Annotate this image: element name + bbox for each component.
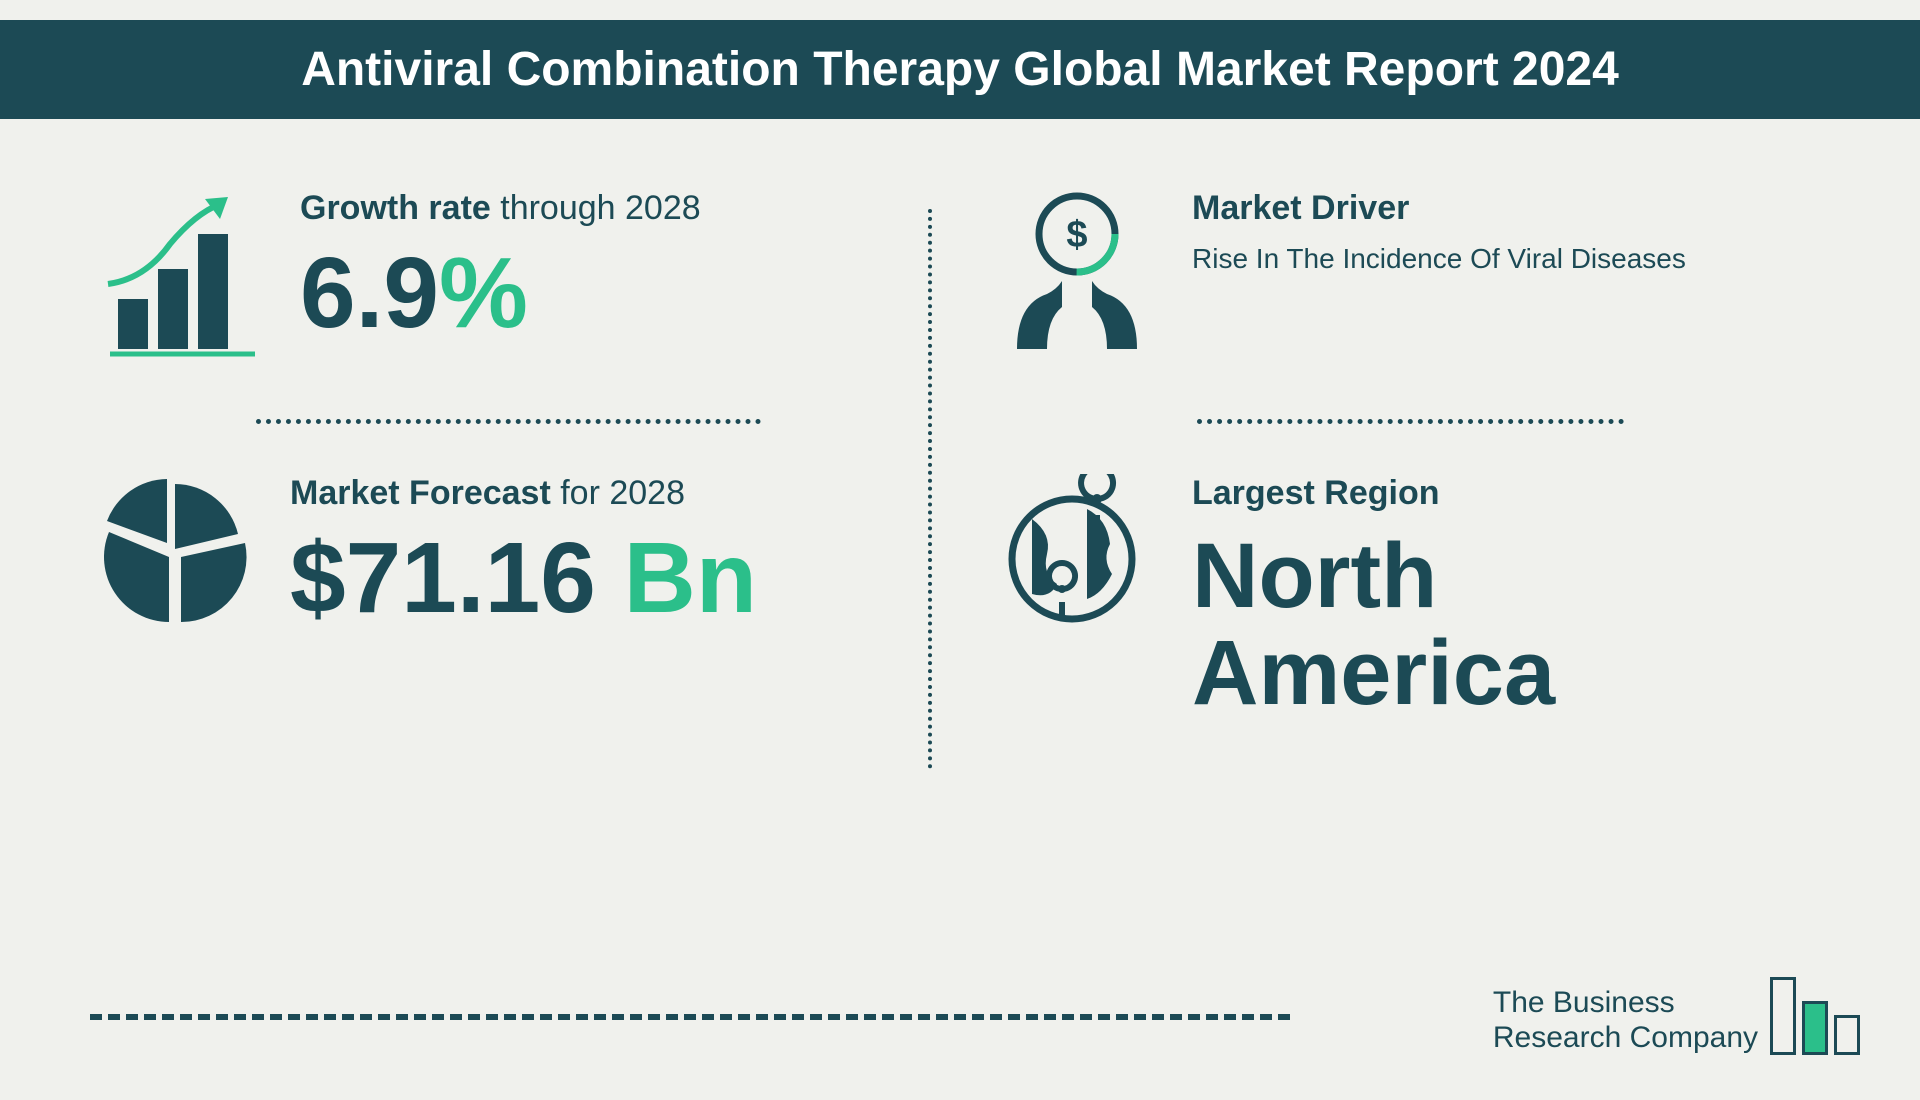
market-driver-desc: Rise In The Incidence Of Viral Diseases [1192, 243, 1780, 275]
right-hdivider [1197, 419, 1625, 424]
pie-chart-icon [100, 474, 250, 624]
logo-line2: Research Company [1493, 1021, 1758, 1056]
globe-pins-icon [1002, 474, 1152, 634]
market-driver-section: $ Market Driver Rise In The Incidence Of… [1002, 179, 1780, 399]
largest-region-section: Largest Region NorthAmerica [1002, 464, 1780, 761]
market-forecast-section: Market Forecast for 2028 $71.16 Bn [100, 464, 878, 668]
market-forecast-value: $71.16 Bn [290, 528, 878, 628]
hands-coin-icon: $ [1002, 189, 1152, 359]
largest-region-label: Largest Region [1192, 474, 1780, 513]
content-grid: Growth rate through 2028 6.9% Market [0, 119, 1920, 769]
bottom-dashed-line [90, 1014, 1290, 1020]
growth-rate-value: 6.9% [300, 243, 878, 343]
largest-region-value: NorthAmerica [1192, 528, 1780, 721]
left-hdivider [256, 419, 762, 424]
company-logo: The Business Research Company [1493, 977, 1860, 1055]
growth-rate-section: Growth rate through 2028 6.9% [100, 179, 878, 399]
logo-line1: The Business [1493, 986, 1758, 1021]
left-column: Growth rate through 2028 6.9% Market [90, 179, 928, 769]
logo-bars-icon [1770, 977, 1860, 1055]
chart-growth-icon [100, 189, 260, 359]
header-title: Antiviral Combination Therapy Global Mar… [0, 20, 1920, 119]
svg-text:$: $ [1066, 214, 1087, 256]
right-column: $ Market Driver Rise In The Incidence Of… [932, 179, 1830, 769]
market-forecast-label: Market Forecast for 2028 [290, 474, 878, 513]
growth-rate-label: Growth rate through 2028 [300, 189, 878, 228]
market-driver-label: Market Driver [1192, 189, 1780, 228]
